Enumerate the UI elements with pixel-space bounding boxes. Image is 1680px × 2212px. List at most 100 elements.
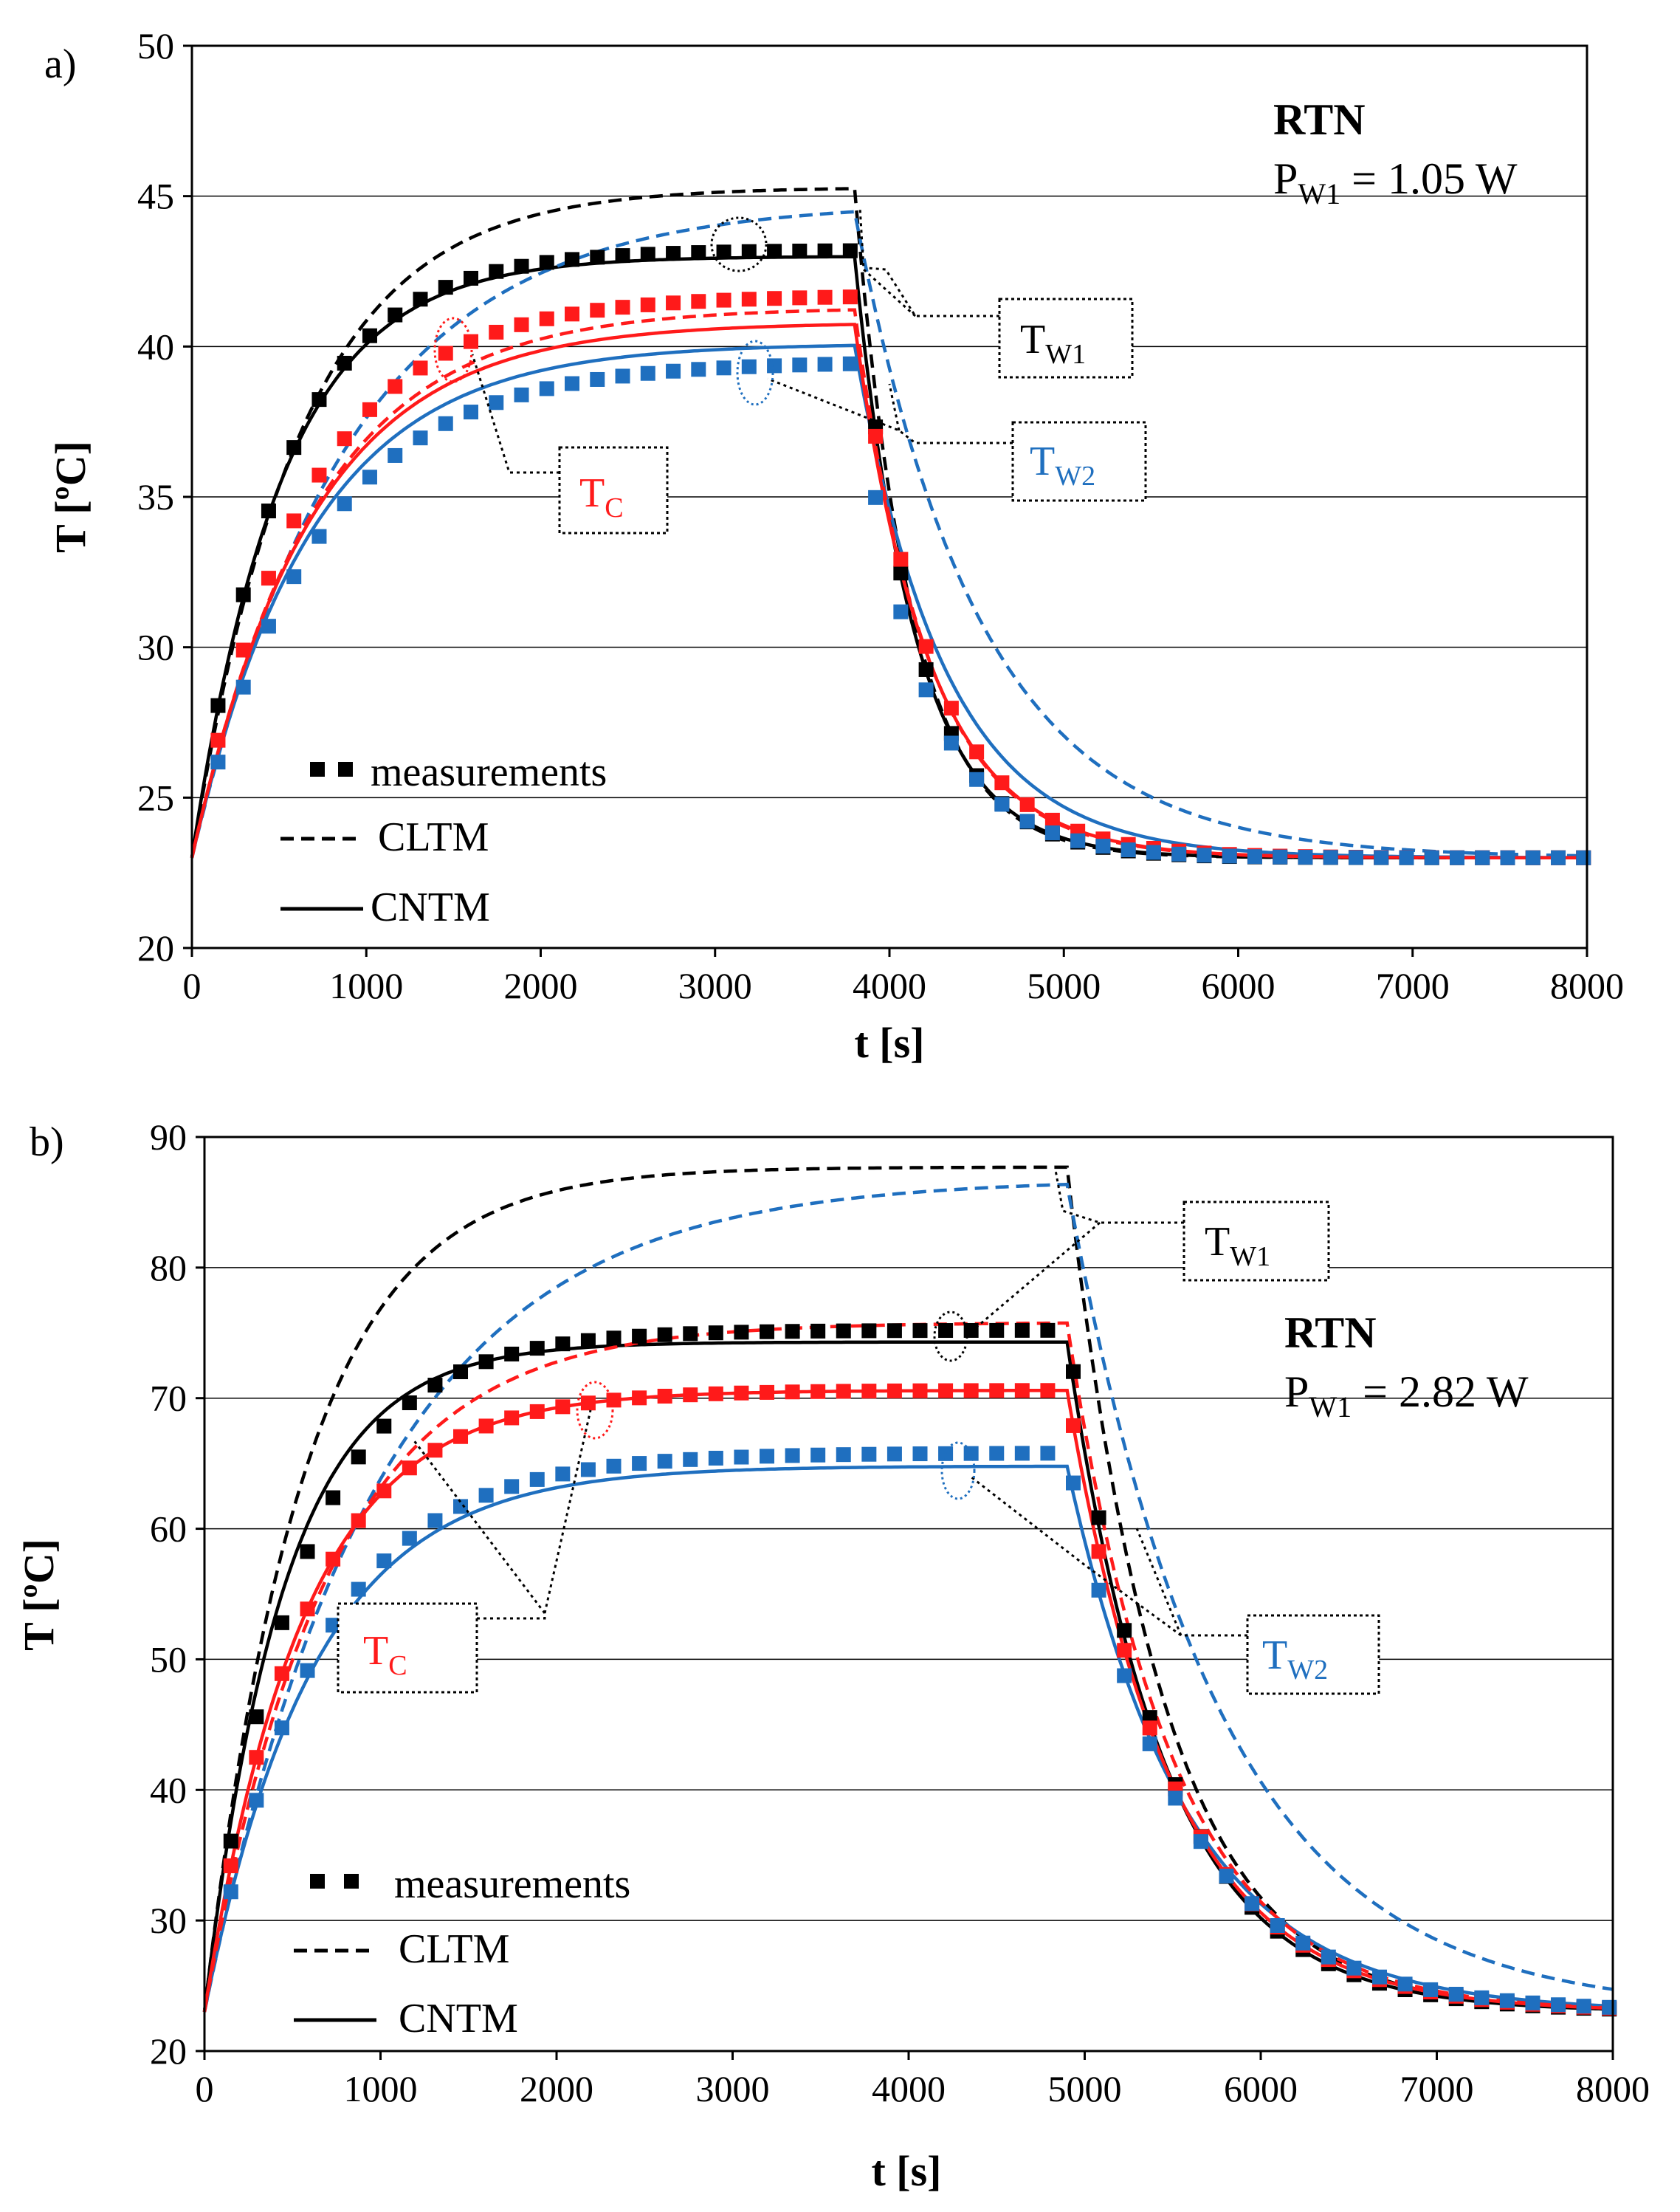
pa-marker-tw1-measurements <box>337 355 352 371</box>
pa-marker-tw2-measurements <box>1323 850 1338 865</box>
pb-marker-tw2-measurements <box>887 1446 902 1462</box>
pb-marker-tw2-measurements <box>1040 1446 1056 1461</box>
panel-a-ellipse-tw2 <box>736 340 774 406</box>
pb-ytick-label: 90 <box>150 1116 187 1158</box>
pb-marker-tc-measurements <box>989 1383 1005 1398</box>
panel-a-callout-tw2: TW2 <box>1011 421 1147 502</box>
pa-marker-tc-measurements <box>438 346 453 361</box>
pa-marker-tw2-measurements <box>1449 850 1464 865</box>
panel-b-callout-tw1: TW1 <box>1182 1201 1330 1282</box>
pb-marker-tw1-measurements <box>453 1364 469 1379</box>
panel-b-y-axis-label: T [ºC] <box>15 1539 63 1651</box>
pb-marker-tc-measurements <box>427 1443 443 1458</box>
pb-xtick-label: 4000 <box>872 2068 946 2109</box>
panel-b-y-ticks: 20 30 40 50 60 70 80 90 <box>150 1116 204 2072</box>
pb-marker-tc-measurements <box>504 1410 520 1426</box>
pa-marker-tw1-measurements <box>539 255 554 270</box>
pb-ytick-label: 80 <box>150 1247 187 1288</box>
pb-marker-tw1-measurements <box>274 1615 289 1630</box>
pb-marker-tc-measurements <box>810 1384 826 1399</box>
pb-ytick-label: 30 <box>150 1900 187 1941</box>
pb-marker-tw1-measurements <box>580 1333 596 1348</box>
pa-marker-tw2-measurements <box>1424 850 1439 865</box>
pa-marker-tc-measurements <box>868 428 884 444</box>
panel-a-leader-tw2-2 <box>888 383 901 431</box>
pb-marker-tw1-measurements <box>683 1326 698 1342</box>
panel-b-label: b) <box>30 1119 64 1165</box>
pa-marker-tw2-measurements <box>1044 825 1060 841</box>
pb-marker-tw2-measurements <box>1371 1969 1387 1985</box>
pb-marker-tw2-measurements <box>683 1452 698 1467</box>
panel-a-callout-tw1-text: TW1 <box>1020 317 1086 370</box>
pa-marker-tw2-measurements <box>514 387 529 402</box>
pa-marker-tc-measurements <box>817 289 833 305</box>
pb-ytick-label: 40 <box>150 1769 187 1810</box>
panel-b-leader-tw1-1 <box>1054 1169 1184 1224</box>
pa-marker-tw2-measurements <box>286 569 302 585</box>
pb-marker-tw1-measurements <box>223 1833 238 1849</box>
panel-b-callout-tc-text: TC <box>363 1628 407 1681</box>
pb-marker-tc-measurements <box>606 1392 622 1408</box>
pb-marker-tw1-measurements <box>300 1544 315 1559</box>
pa-series-tw2-measurements <box>210 356 1591 865</box>
panel-a-ellipse-tw1 <box>710 216 768 272</box>
pa-ytick-label: 40 <box>137 326 174 367</box>
pa-marker-tw2-measurements <box>1146 845 1161 860</box>
pa-marker-tw2-measurements <box>1525 850 1540 865</box>
panel-b-title: RTN <box>1284 1308 1377 1357</box>
pb-marker-tw2-measurements <box>580 1462 596 1477</box>
pa-marker-tw1-measurements <box>464 270 478 286</box>
pb-xtick-label: 2000 <box>520 2068 593 2109</box>
pb-marker-tw1-measurements <box>1014 1322 1030 1338</box>
pb-marker-tc-measurements <box>887 1383 902 1398</box>
pb-marker-tc-measurements <box>683 1387 698 1403</box>
pa-marker-tw2-measurements <box>1348 850 1363 865</box>
pb-marker-tw2-measurements <box>1346 1960 1362 1976</box>
pb-marker-tc-measurements <box>861 1384 877 1399</box>
pa-marker-tc-measurements <box>741 292 757 307</box>
pa-marker-tw1-measurements <box>691 245 706 261</box>
pb-marker-tc-measurements <box>708 1386 723 1401</box>
pb-marker-tw1-measurements <box>836 1323 851 1339</box>
pa-marker-tc-measurements <box>767 291 782 306</box>
pb-marker-tw2-measurements <box>657 1454 672 1469</box>
pa-marker-tw1-measurements <box>210 698 226 713</box>
pa-marker-tw2-measurements <box>590 371 605 387</box>
pa-marker-tc-measurements <box>413 360 428 376</box>
pa-marker-tw1-measurements <box>590 250 605 265</box>
pa-marker-tw2-measurements <box>615 368 630 384</box>
pa-marker-tw1-measurements <box>489 264 504 279</box>
pb-marker-tw1-measurements <box>351 1449 366 1465</box>
pa-marker-tw1-measurements <box>235 587 251 602</box>
pb-marker-tw2-measurements <box>1295 1935 1311 1951</box>
pa-marker-tw2-measurements <box>1171 846 1187 862</box>
panel-a-callout-tw1: TW1 <box>998 298 1134 379</box>
pa-marker-tc-measurements <box>842 289 858 305</box>
panel-a-legend-cltm: CLTM <box>378 814 489 860</box>
panel-b-callout-tw2-text: TW2 <box>1262 1632 1328 1686</box>
pb-marker-tw2-measurements <box>989 1446 1005 1461</box>
pa-marker-tc-measurements <box>388 379 403 394</box>
panel-a-y-ticks: 20 25 30 35 40 45 50 <box>137 25 192 969</box>
panel-a-callout-tc-text: TC <box>579 470 624 523</box>
pa-marker-tw1-measurements <box>893 566 909 581</box>
pb-marker-tw2-measurements <box>1168 1790 1183 1806</box>
pb-marker-tw2-measurements <box>274 1720 289 1736</box>
pb-marker-tw2-measurements <box>1474 1990 1490 2005</box>
pa-marker-tw2-measurements <box>565 376 580 391</box>
pb-marker-tw1-measurements <box>632 1328 647 1344</box>
pb-marker-tc-measurements <box>836 1384 851 1399</box>
panel-a: a) 20 25 30 35 40 45 50 0 1000 2000 3000 4000 5000 6… <box>44 25 1624 1067</box>
panel-b-leader-tc-2 <box>412 1439 546 1614</box>
pa-marker-tw1-measurements <box>438 280 453 295</box>
pb-marker-tw1-measurements <box>376 1418 392 1434</box>
panel-b-leader-tw2-2 <box>970 1475 1182 1637</box>
pb-marker-tw1-measurements <box>555 1336 571 1352</box>
pb-marker-tw1-measurements <box>402 1395 417 1410</box>
pa-xtick-label: 1000 <box>329 965 403 1006</box>
panel-a-legend-marker-1 <box>310 762 325 777</box>
panel-b-ellipse-tw1 <box>933 1311 968 1362</box>
pa-marker-tw1-measurements <box>767 244 782 259</box>
pa-marker-tc-measurements <box>235 642 251 658</box>
pb-marker-tc-measurements <box>478 1418 494 1434</box>
